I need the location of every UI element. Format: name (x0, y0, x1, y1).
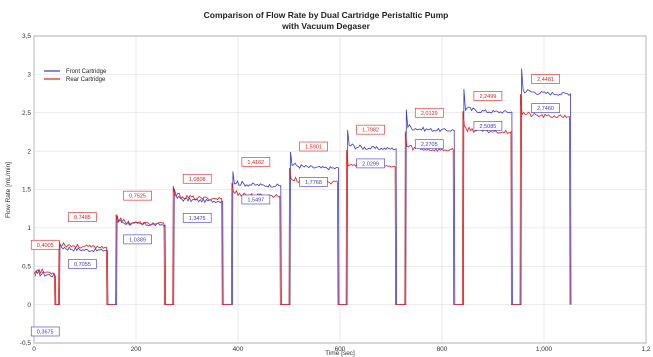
y-tick-label: 2,5 (22, 110, 31, 117)
x-tick-labels: 0 200 400 600 800 1,000 1,2 (32, 346, 651, 353)
y-tick-label: -0,5 (20, 340, 32, 347)
annotation-label: 0,7525 (129, 194, 146, 200)
legend: Front Cartridge Rear Cartridge (44, 69, 107, 83)
annotation-label: 2,0129 (421, 111, 438, 117)
annotation-front: 0,7055 (68, 259, 97, 269)
line-front-cartridge (34, 68, 572, 305)
annotation-rear: 2,0129 (414, 107, 444, 118)
annotation-label: 0,4005 (37, 243, 54, 249)
annotation-label: 2,4481 (537, 77, 554, 83)
annotation-rear: 0,7485 (68, 212, 97, 222)
annotation-label: 2,5085 (479, 124, 496, 130)
y-tick-label: 3 (27, 72, 31, 79)
legend-label-rear: Rear Cartridge (66, 77, 106, 83)
annotation-label: 2,2499 (479, 94, 496, 100)
legend-label-front: Front Cartridge (66, 69, 107, 75)
annotation-box (299, 141, 328, 152)
annotation-rear: 2,4481 (531, 74, 560, 84)
annotation-label: 2,7460 (537, 106, 554, 112)
annotation-label: 2,0299 (362, 161, 379, 167)
annotation-box (531, 74, 560, 84)
annotation-label: 1,0808 (189, 177, 206, 183)
annotation-box (68, 259, 97, 269)
annotation-label: 1,4162 (247, 160, 264, 166)
annotation-rear: 2,2499 (473, 91, 503, 101)
y-tick-label: 0 (27, 302, 31, 309)
x-axis-label: Time [sec] (325, 350, 355, 357)
chart-title-line-2: with Vacuum Degaser (281, 21, 371, 31)
x-tick-label: 200 (131, 346, 142, 353)
annotation-label: 1,7768 (305, 180, 322, 186)
annotation-label: 0,7055 (74, 262, 91, 268)
annotation-front: 2,2705 (414, 139, 444, 150)
annotation-front: 2,0299 (356, 158, 385, 169)
x-tick-label: 0 (32, 346, 36, 353)
annotation-box (30, 239, 60, 250)
chart-title-line-1: Comparison of Flow Rate by Dual Cartridg… (204, 10, 449, 20)
x-tick-label: 600 (335, 346, 346, 353)
y-tick-label: 3,5 (22, 33, 31, 40)
annotation-box (414, 107, 444, 118)
annotation-box (473, 91, 503, 101)
annotation-label: 0,7485 (74, 215, 91, 221)
x-tick-label: 1,000 (536, 346, 553, 353)
annotation-front: 1,0389 (123, 234, 152, 245)
annotation-box (531, 103, 560, 113)
annotation-front: 1,5497 (241, 194, 271, 205)
annotation-front: 1,3475 (182, 213, 212, 223)
annotation-label: 2,2705 (421, 142, 438, 148)
annotation-label: 1,5901 (305, 145, 322, 151)
annotation-rear: 0,4005 (30, 239, 60, 250)
x-tick-label: 800 (437, 346, 448, 353)
annotation-front: 2,7460 (531, 103, 560, 113)
annotation-box (241, 157, 271, 167)
annotation-box (68, 212, 97, 222)
annotation-box (30, 326, 60, 337)
annotation-front: 2,5085 (473, 120, 503, 131)
series-front-cartridge (34, 68, 572, 305)
annotation-box (356, 158, 385, 169)
annotation-box (299, 177, 328, 187)
annotation-label: 0,3675 (37, 329, 54, 335)
annotation-label: 1,5497 (247, 197, 264, 203)
y-axis-label: Flow Rate [mL/min] (5, 162, 12, 218)
annotation-label: 1,3475 (189, 216, 206, 222)
y-tick-label: 1 (27, 225, 31, 232)
annotation-rear: 1,5901 (299, 141, 328, 152)
annotation-box (123, 234, 152, 245)
annotation-label: 1,0389 (129, 237, 146, 243)
annotation-rear: 1,4162 (241, 157, 271, 167)
annotation-box (473, 120, 503, 131)
y-tick-label: 2 (27, 148, 31, 155)
annotation-front: 1,7768 (299, 177, 328, 187)
annotation-front: 0,3675 (30, 326, 60, 337)
annotation-box (182, 213, 212, 223)
x-tick-label: 1,2 (641, 346, 650, 353)
y-tick-label: 1,5 (22, 187, 31, 194)
annotation-rear: 0,7525 (123, 190, 152, 201)
y-tick-label: 0,5 (22, 263, 31, 270)
y-tick-labels: -0,5 0 0,5 1 1,5 2 2,5 3 3,5 (20, 33, 32, 347)
annotation-box (356, 124, 385, 135)
x-tick-label: 400 (233, 346, 244, 353)
annotation-rear: 1,7982 (356, 124, 385, 135)
annotation-label: 1,7982 (362, 128, 379, 134)
annotation-box (241, 194, 271, 205)
value-annotations: 0,4005 0,3675 0,7485 0,7055 0,7525 1,0389 1,08… (30, 74, 560, 337)
annotation-box (414, 139, 444, 150)
annotation-box (182, 173, 212, 184)
annotation-box (123, 190, 152, 201)
annotation-rear: 1,0808 (182, 173, 212, 184)
